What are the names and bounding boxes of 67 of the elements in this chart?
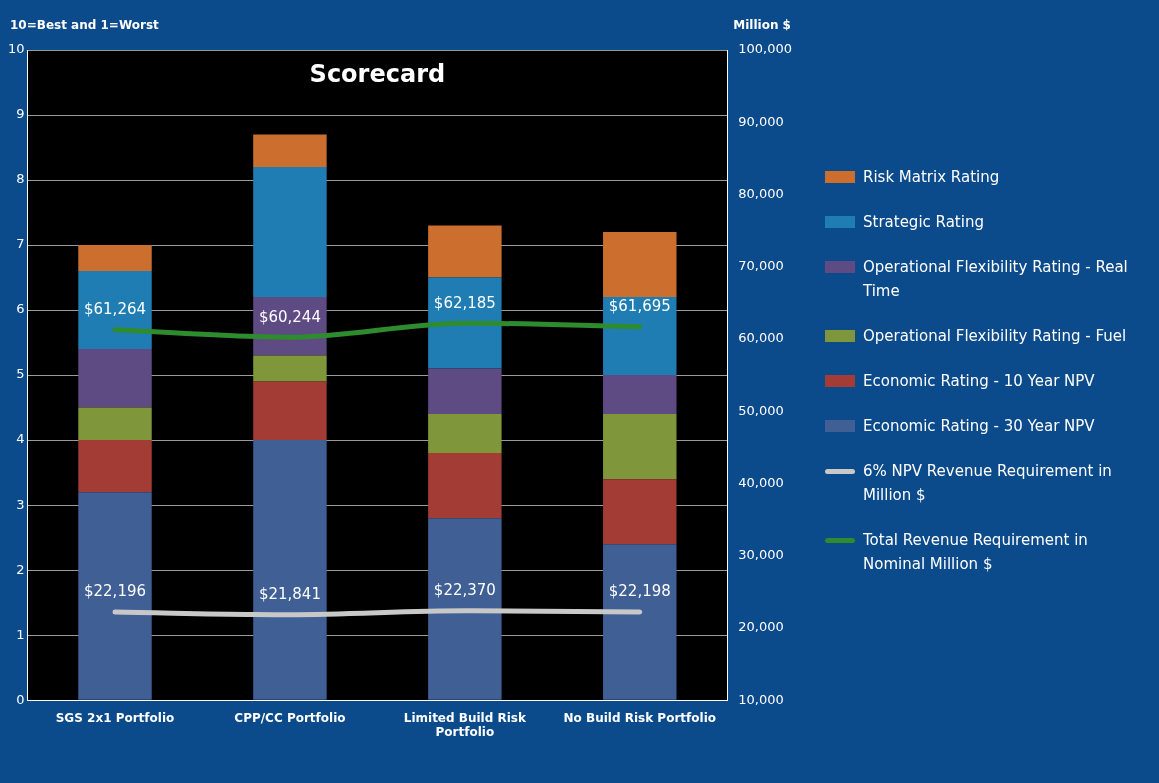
legend-label: Strategic Rating bbox=[863, 212, 984, 233]
x-tick-label: CPP/CC Portfolio bbox=[234, 710, 346, 725]
data-label: $61,264 bbox=[83, 300, 147, 319]
legend-label: Economic Rating - 30 Year NPV bbox=[863, 416, 1095, 437]
y2-tick-label: 20,000 bbox=[738, 619, 784, 635]
y-tick-label: 9 bbox=[16, 106, 25, 122]
y-tick-label: 0 bbox=[16, 691, 25, 707]
bar bbox=[428, 225, 502, 278]
bar bbox=[253, 167, 327, 298]
bar bbox=[253, 440, 327, 700]
x-tick-label: No Build Risk Portfolio bbox=[563, 710, 716, 725]
bar bbox=[78, 492, 152, 700]
bar bbox=[603, 479, 677, 545]
bar bbox=[428, 277, 502, 369]
x-tick-label: Limited Build Risk Portfolio bbox=[403, 710, 527, 739]
legend-label: Economic Rating - 10 Year NPV bbox=[863, 371, 1095, 392]
legend-label: Total Revenue Requirement in Nominal Million $ bbox=[863, 530, 1089, 575]
bar bbox=[428, 518, 502, 700]
bar bbox=[253, 355, 327, 382]
y-tick-label: 2 bbox=[16, 561, 25, 577]
bar bbox=[78, 407, 152, 441]
data-label: $60,244 bbox=[258, 307, 321, 326]
data-label: $61,695 bbox=[608, 297, 671, 316]
y2-tick-label: 60,000 bbox=[738, 330, 784, 346]
y-tick-label: 8 bbox=[16, 171, 25, 187]
bar bbox=[603, 297, 677, 376]
bar bbox=[603, 414, 677, 480]
data-label: $21,841 bbox=[258, 585, 321, 604]
y2-axis-title: Million $ bbox=[733, 18, 791, 33]
y2-tick-label: 100,000 bbox=[738, 41, 793, 57]
bar bbox=[78, 245, 152, 272]
y2-tick-label: 50,000 bbox=[738, 402, 784, 418]
legend-label: 6% NPV Revenue Requirement in Million $ bbox=[863, 461, 1113, 506]
y-tick-label: 10 bbox=[8, 41, 25, 57]
y2-tick-label: 80,000 bbox=[738, 185, 784, 201]
bar bbox=[78, 440, 152, 493]
bar bbox=[253, 381, 327, 441]
bar bbox=[253, 134, 327, 168]
y-tick-label: 7 bbox=[16, 236, 25, 252]
y2-tick-label: 10,000 bbox=[738, 691, 784, 707]
bar bbox=[603, 544, 677, 700]
bar bbox=[428, 368, 502, 415]
y2-tick-label: 30,000 bbox=[738, 547, 784, 563]
data-label: $62,185 bbox=[433, 293, 496, 312]
bar bbox=[428, 453, 502, 519]
legend-label: Operational Flexibility Rating - Real Time bbox=[863, 257, 1129, 302]
y2-tick-label: 40,000 bbox=[738, 474, 784, 490]
y-tick-label: 6 bbox=[16, 301, 25, 317]
chart-title: Scorecard bbox=[309, 60, 446, 89]
data-label: $22,370 bbox=[433, 581, 496, 600]
legend-label: Risk Matrix Rating bbox=[863, 167, 1000, 188]
y-tick-label: 5 bbox=[16, 366, 25, 382]
y-axis-title: 10=Best and 1=Worst bbox=[10, 18, 160, 33]
bar bbox=[428, 414, 502, 454]
x-tick-label: SGS 2x1 Portfolio bbox=[55, 710, 175, 725]
legend-label: Operational Flexibility Rating - Fuel bbox=[863, 326, 1127, 347]
data-label: $22,196 bbox=[83, 582, 147, 601]
y2-tick-label: 70,000 bbox=[738, 258, 784, 274]
y-tick-label: 4 bbox=[16, 431, 25, 447]
y-tick-label: 3 bbox=[16, 496, 25, 512]
bar bbox=[603, 232, 677, 298]
bar bbox=[78, 349, 152, 408]
bar bbox=[603, 375, 677, 415]
y-tick-label: 1 bbox=[16, 626, 25, 642]
data-label: $22,198 bbox=[608, 582, 671, 601]
y2-tick-label: 90,000 bbox=[738, 113, 784, 129]
bar bbox=[78, 271, 152, 350]
